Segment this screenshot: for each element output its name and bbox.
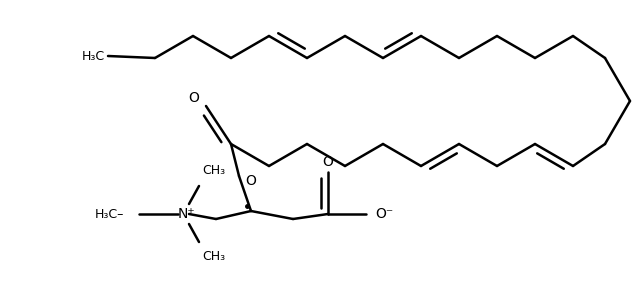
Text: H₃C–: H₃C– bbox=[95, 207, 124, 221]
Text: CH₃: CH₃ bbox=[202, 165, 225, 177]
Text: O⁻: O⁻ bbox=[375, 207, 393, 221]
Text: H₃C: H₃C bbox=[82, 50, 105, 62]
Text: O: O bbox=[323, 155, 333, 169]
Text: N⁺: N⁺ bbox=[178, 207, 195, 221]
Text: O: O bbox=[246, 174, 257, 188]
Text: O: O bbox=[189, 91, 200, 105]
Text: CH₃: CH₃ bbox=[202, 251, 225, 263]
